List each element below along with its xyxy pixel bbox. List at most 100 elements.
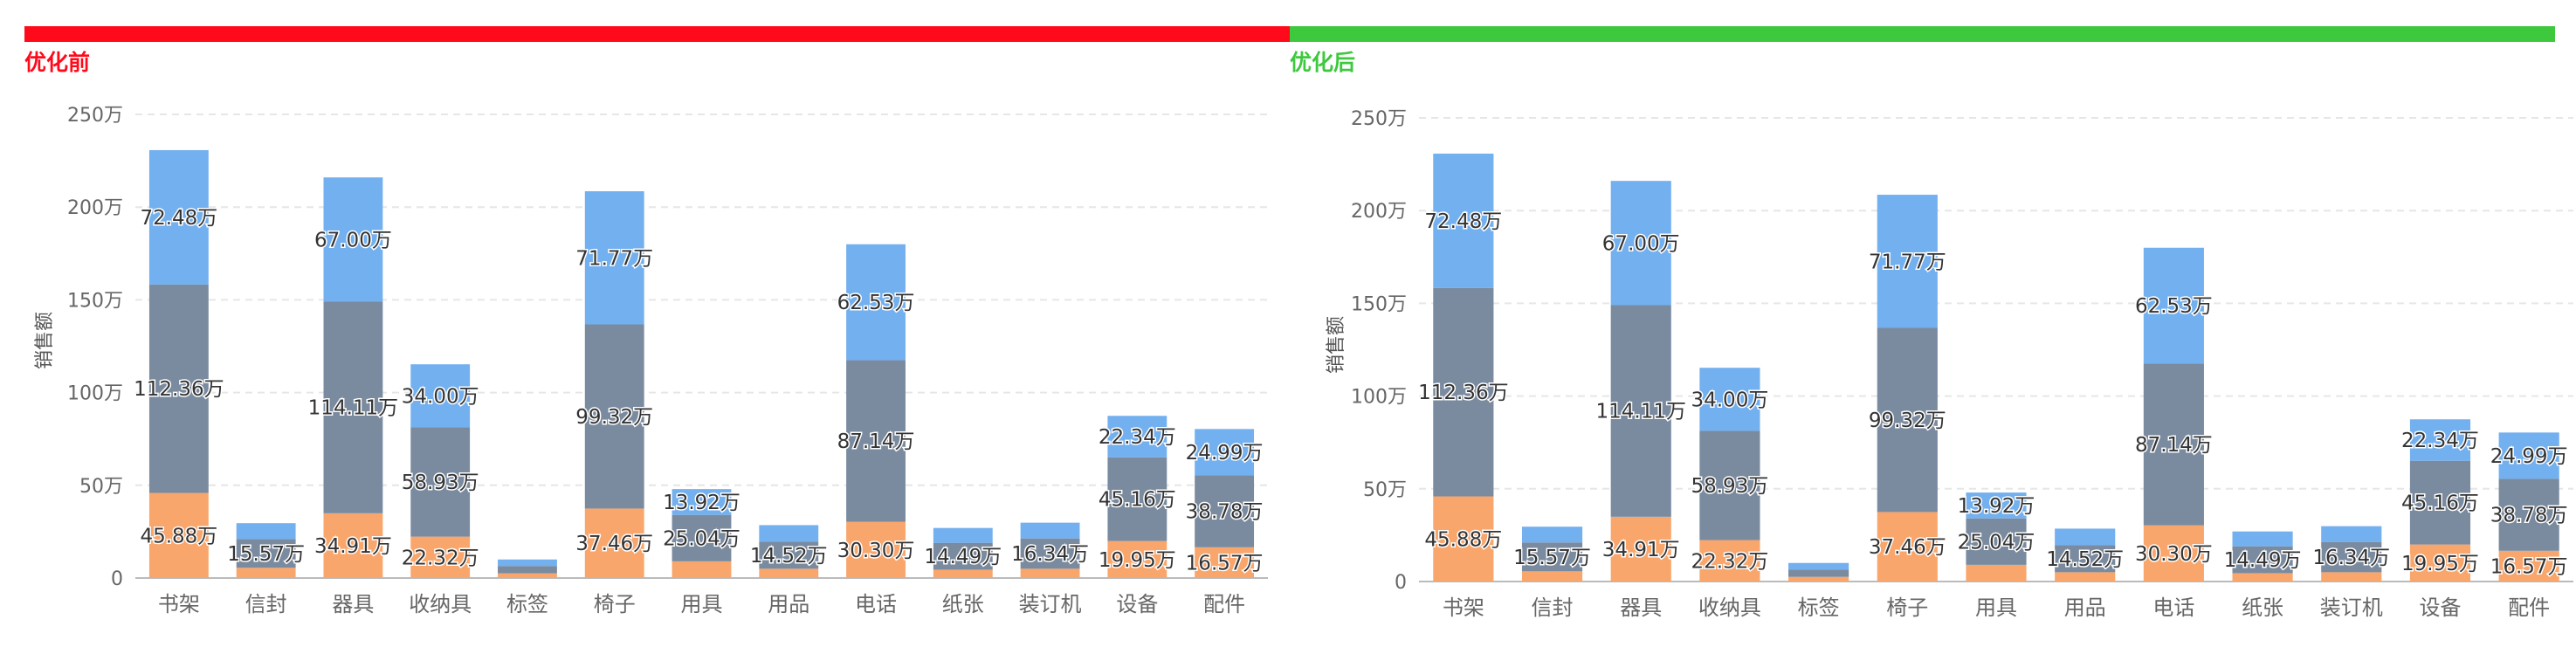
data-label: 87.14万 [837,430,915,453]
x-tick-label: 用具 [681,592,723,616]
data-label: 30.30万 [2135,543,2213,566]
bar-top [1699,368,1760,431]
data-label: 34.00万 [402,385,479,408]
bar-middle [2321,541,2382,573]
data-label: 22.34万 [2401,430,2479,452]
bar-bottom [933,569,993,578]
bar-top [2143,247,2204,364]
bar-bottom [1966,564,2027,582]
data-label: 16.34万 [2312,547,2390,569]
data-label: 14.49万 [2224,549,2302,572]
data-label: 16.34万 [1011,543,1089,566]
data-label: 15.57万 [227,543,305,566]
x-tick-label: 器具 [332,592,374,616]
x-tick-label: 用品 [2064,595,2106,620]
panel-before: 优化前 0 50万 100万 150万 200万 250万 销售额 45.88万 112.36万… [24,26,1290,616]
panel-title-before: 优化前 [24,50,91,75]
bar-top [2055,528,2116,546]
bar-bottom [584,508,644,578]
x-tick-label: 标签 [1798,595,1840,620]
bar-top [410,364,471,428]
bar-bottom [498,573,557,578]
bar-middle [1521,542,1583,572]
data-label: 67.00万 [314,229,392,251]
x-tick-label: 装订机 [2320,595,2383,620]
bar-bottom [846,521,906,578]
x-tick-label: 设备 [1116,592,1158,616]
data-label: 34.91万 [1602,539,1680,561]
bar-middle [1966,518,2027,565]
bar-top [759,525,819,542]
top-bar-after [1290,26,2555,42]
data-label: 37.46万 [575,533,653,555]
bar-middle [1877,327,1938,513]
y-tick-label: 250万 [1351,108,1407,130]
data-label: 67.00万 [1602,232,1680,255]
panel-after: 优化后 0 50万 100万 150万 200万 250万 销售额 45.88万 112.36万… [1290,0,2576,647]
bar-middle [759,541,819,569]
bar-middle [846,360,906,522]
bar-bottom [2055,572,2116,582]
bar-top [323,177,383,302]
y-tick-label: 100万 [67,383,123,405]
bar-top [1966,492,2027,519]
bar-bottom [1020,568,1080,578]
data-label: 37.46万 [1869,536,1946,559]
x-tick-label: 设备 [2419,595,2461,620]
data-label: 45.88万 [1424,528,1502,551]
bar-top [1195,429,1255,476]
y-tick-label: 50万 [79,476,123,498]
y-tick-label: 150万 [1351,293,1407,315]
x-tick-label: 装订机 [1019,592,1082,616]
data-label: 34.00万 [1691,389,1768,411]
bar-middle [1433,287,1494,497]
bar-top [1107,416,1167,458]
bar-bottom [2321,572,2382,582]
bar-bottom [2143,525,2204,582]
data-label: 14.49万 [924,546,1002,568]
bar-top [2409,419,2471,461]
data-label: 22.34万 [1099,426,1176,449]
data-label: 22.32万 [402,547,479,569]
y-tick-label: 200万 [67,197,123,219]
data-label: 58.93万 [1691,475,1768,498]
x-tick-label: 电话 [855,592,897,616]
data-label: 24.99万 [1186,442,1264,465]
data-label: 13.92万 [1958,495,2035,518]
y-tick-label: 50万 [1363,479,1407,501]
bar-bottom [1107,540,1167,578]
bar-bottom [2409,544,2471,582]
data-label: 30.30万 [837,540,915,562]
bar-bottom [2232,573,2293,582]
x-tick-label: 用品 [768,592,809,616]
bar-bottom [1877,512,1938,582]
y-tick-label: 150万 [67,290,123,312]
bar-top [1433,153,1494,288]
bar-bottom [1433,496,1494,582]
bar-middle [1107,457,1167,541]
bar-top [498,559,557,567]
data-label: 16.57万 [1186,552,1264,575]
data-label: 112.36万 [134,378,224,401]
data-label: 62.53万 [2135,295,2213,318]
data-label: 72.48万 [140,207,217,230]
x-tick-label: 椅子 [594,592,636,616]
data-label: 58.93万 [402,471,479,494]
y-tick-label: 200万 [1351,201,1407,223]
x-tick-label: 信封 [245,592,287,616]
bar-bottom [759,568,819,578]
data-label: 15.57万 [1513,547,1591,569]
bar-top [1020,522,1080,539]
data-label: 112.36万 [1418,382,1508,404]
bar-bottom [148,492,209,578]
x-tick-label: 标签 [506,592,548,616]
data-label: 45.16万 [1099,489,1176,512]
bar-top [933,527,993,543]
bar-middle [1020,538,1080,569]
x-tick-label: 纸张 [942,592,984,616]
x-tick-label: 信封 [1532,595,1574,620]
bar-middle [236,539,296,568]
y-tick-label: 0 [1395,572,1407,594]
data-label: 13.92万 [663,492,740,514]
